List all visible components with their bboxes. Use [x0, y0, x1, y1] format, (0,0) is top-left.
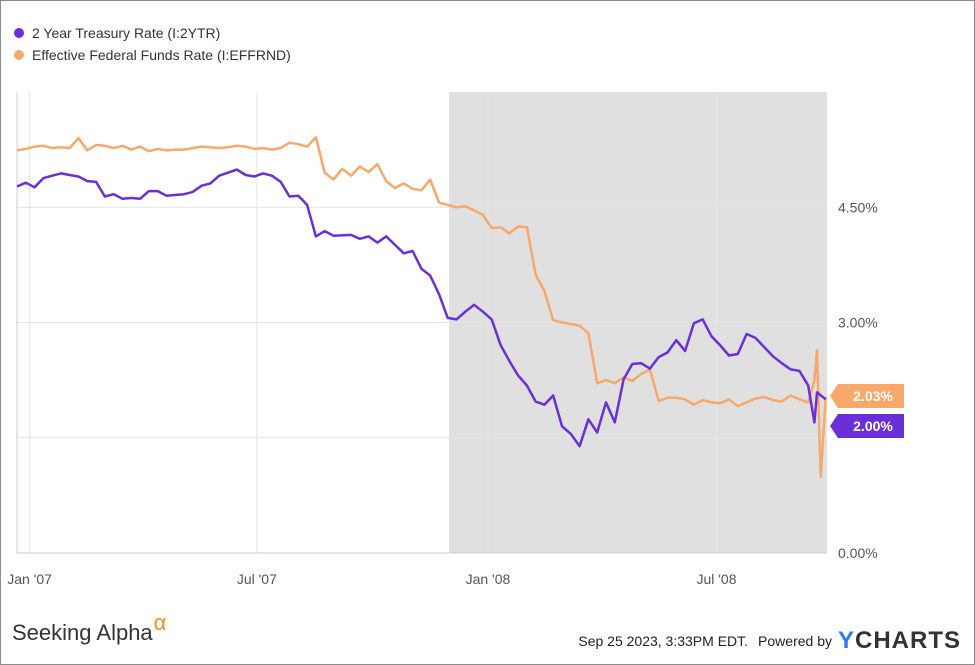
x-tick-label: Jan '08	[466, 571, 511, 587]
legend: 2 Year Treasury Rate (I:2YTR) Effective …	[14, 22, 291, 66]
legend-item-fed-funds[interactable]: Effective Federal Funds Rate (I:EFFRND)	[14, 44, 291, 66]
value-tag-fed-funds: 2.03%	[853, 388, 893, 404]
seeking-alpha-logo[interactable]: Seeking Alphaα	[12, 610, 166, 646]
x-tick-label: Jan '07	[7, 571, 52, 587]
alpha-symbol: α	[153, 610, 167, 635]
y-tick-label: 0.00%	[838, 545, 878, 561]
powered-by-label: Powered by	[758, 633, 832, 649]
ycharts-y-mark: Y	[837, 627, 855, 654]
ycharts-wordmark: CHARTS	[855, 627, 961, 654]
series-line-2yr-treasury[interactable]	[16, 168, 827, 448]
value-tag-fed-funds-bg	[830, 384, 904, 408]
value-tag-2yr-treasury: 2.00%	[853, 418, 893, 434]
timestamp: Sep 25 2023, 3:33PM EDT.	[578, 633, 749, 649]
x-tick-label: Jul '08	[696, 571, 736, 587]
legend-marker-2yr-treasury	[14, 28, 24, 38]
brand-text: Seeking Alpha	[12, 620, 153, 645]
legend-item-2yr-treasury[interactable]: 2 Year Treasury Rate (I:2YTR)	[14, 22, 291, 44]
legend-label-2yr-treasury: 2 Year Treasury Rate (I:2YTR)	[32, 25, 221, 41]
y-tick-label: 3.00%	[838, 315, 878, 331]
y-tick-label: 4.50%	[838, 199, 878, 215]
legend-marker-fed-funds	[14, 50, 24, 60]
ycharts-logo[interactable]: YCHARTS	[838, 627, 961, 655]
value-tag-2yr-treasury-bg	[830, 414, 904, 438]
footer-attribution: Sep 25 2023, 3:33PM EDT. Powered by YCHA…	[578, 627, 961, 655]
x-tick-label: Jul '07	[237, 571, 277, 587]
legend-label-fed-funds: Effective Federal Funds Rate (I:EFFRND)	[32, 47, 291, 63]
series-line-fed-funds[interactable]	[16, 136, 827, 479]
